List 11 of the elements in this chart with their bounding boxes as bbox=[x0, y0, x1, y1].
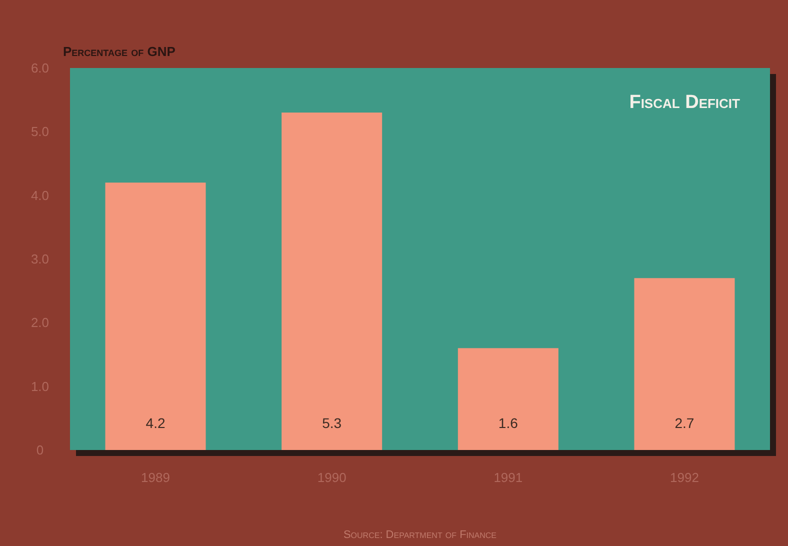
data-label: 2.7 bbox=[674, 415, 694, 431]
bar bbox=[634, 278, 735, 450]
bar bbox=[282, 112, 382, 450]
y-axis-title: Percentage of GNP bbox=[63, 44, 176, 59]
data-label: 5.3 bbox=[322, 415, 342, 431]
text: Fiscal Deficit bbox=[629, 92, 740, 113]
data-label: 4.2 bbox=[146, 415, 166, 431]
bar bbox=[105, 182, 206, 450]
bar bbox=[458, 348, 558, 450]
data-label: 1.6 bbox=[498, 415, 518, 431]
source-note: Source: Department of Finance bbox=[343, 529, 497, 541]
